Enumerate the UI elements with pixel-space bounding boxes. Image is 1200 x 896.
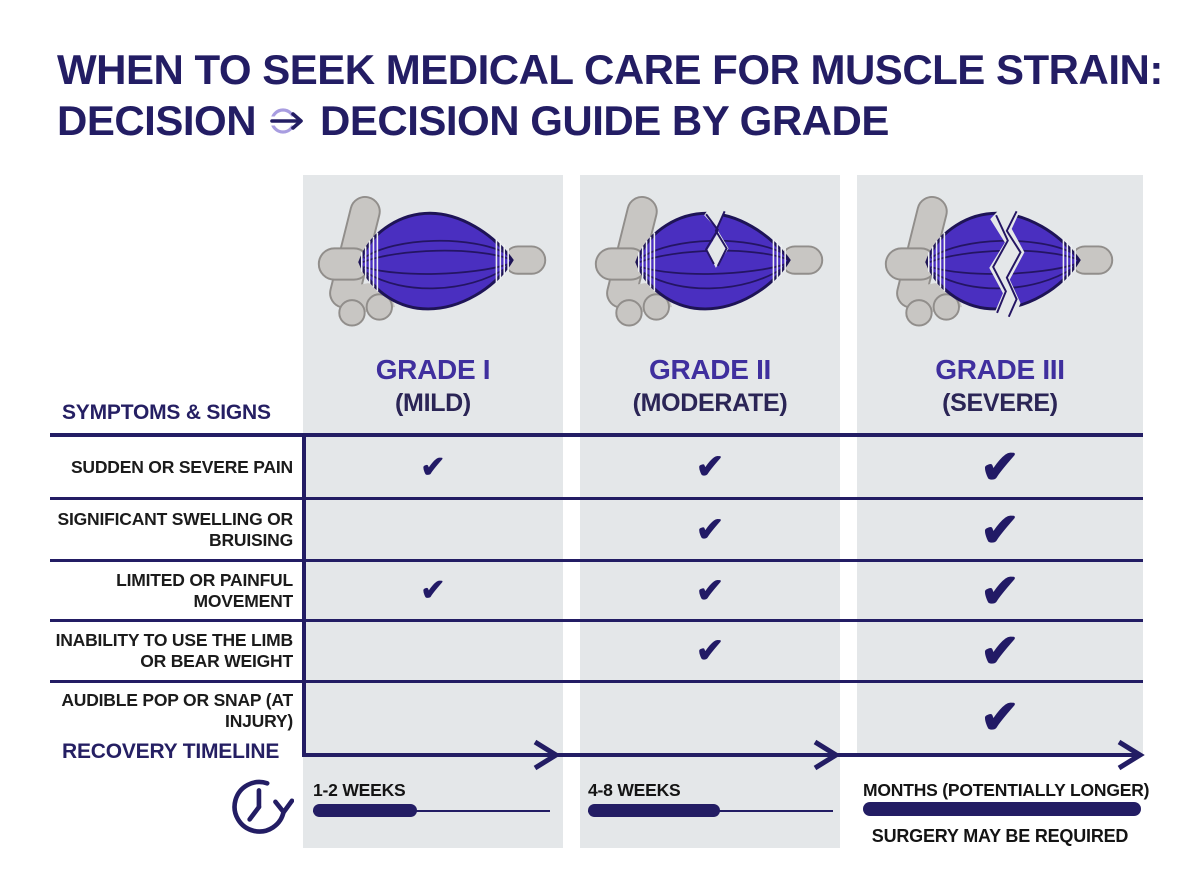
table-left-border [302, 433, 306, 755]
grade-1-label: GRADE I (MILD) [303, 354, 563, 418]
grade-3-name: GRADE III [935, 354, 1065, 385]
grade-3-timeline-label: MONTHS (POTENTIALLY LONGER) [863, 780, 1150, 800]
check-mark-icon [303, 622, 563, 680]
check-mark-icon: ✔ [420, 574, 446, 607]
symptom-row-label: INABILITY TO USE THE LIMB OR BEAR WEIGHT [55, 630, 294, 671]
check-mark-icon: ✔ [980, 440, 1020, 493]
grade-3-timeline-bar [863, 802, 1141, 816]
check-mark-icon: ✔ [980, 502, 1020, 556]
surgery-note: SURGERY MAY BE REQUIRED [871, 826, 1129, 846]
muscle-illustration-grade-3-complete-tear [884, 195, 1114, 327]
recovery-timeline-header: RECOVERY TIMELINE [62, 740, 280, 763]
grade-2-name: GRADE II [648, 354, 772, 385]
title-line-2: DECISION DECISION GUIDE BY GRADE [57, 95, 1167, 146]
muscle-illustration-grade-2-partial-tear [594, 195, 824, 327]
grade-2-timeline-label: 4-8 WEEKS [588, 780, 681, 800]
check-mark-icon: ✔ [695, 448, 725, 486]
grade-2-severity: (MODERATE) [632, 389, 788, 417]
check-mark-icon: ✔ [695, 571, 725, 610]
symptom-row-label: SUDDEN OR SEVERE PAIN [70, 456, 293, 477]
grade-1-timeline-bar [313, 804, 417, 817]
grade-3-label: GRADE III (SEVERE) [857, 354, 1143, 418]
symptom-row-label: SIGNIFICANT SWELLING OR BRUISING [57, 508, 293, 550]
check-mark-icon: ✔ [695, 510, 725, 549]
grade-1-timeline-track [313, 810, 550, 812]
check-mark-icon: ✔ [695, 632, 725, 670]
check-mark-icon: ✔ [420, 450, 446, 484]
check-mark-icon: ✔ [980, 690, 1020, 743]
symptom-row-label: AUDIBLE POP OR SNAP (AT INJURY) [61, 689, 293, 731]
title-line-2-rest: DECISION GUIDE BY GRADE [320, 97, 889, 144]
muscle-illustration-grade-1-intact [317, 195, 547, 327]
grade-1-timeline-label: 1-2 WEEKS [313, 780, 406, 800]
check-mark-icon [303, 500, 563, 559]
row-divider [50, 619, 1143, 622]
grade-1-severity: (MILD) [395, 389, 471, 417]
grade-2-timeline-bar [588, 804, 720, 817]
row-divider [50, 559, 1143, 562]
symptom-row-label: LIMITED OR PAINFUL MOVEMENT [116, 569, 293, 611]
grade-3-severity: (SEVERE) [942, 389, 1058, 417]
decision-arrow-icon [268, 107, 309, 134]
grade-1-name: GRADE I [375, 354, 491, 385]
check-mark-icon: ✔ [980, 563, 1020, 617]
row-divider [50, 680, 1143, 683]
page-title: WHEN TO SEEK MEDICAL CARE FOR MUSCLE STR… [57, 44, 1167, 146]
grade-2-label: GRADE II (MODERATE) [580, 354, 840, 418]
row-divider [50, 497, 1143, 500]
table-top-border [50, 433, 1143, 437]
symptoms-signs-header: SYMPTOMS & SIGNS [62, 401, 271, 424]
title-line-2-word: DECISION [57, 97, 257, 144]
title-line-1: WHEN TO SEEK MEDICAL CARE FOR MUSCLE STR… [57, 46, 1163, 93]
clock-recovery-icon [232, 779, 294, 834]
check-mark-icon: ✔ [980, 624, 1020, 677]
timeline-arrow [302, 739, 1145, 771]
